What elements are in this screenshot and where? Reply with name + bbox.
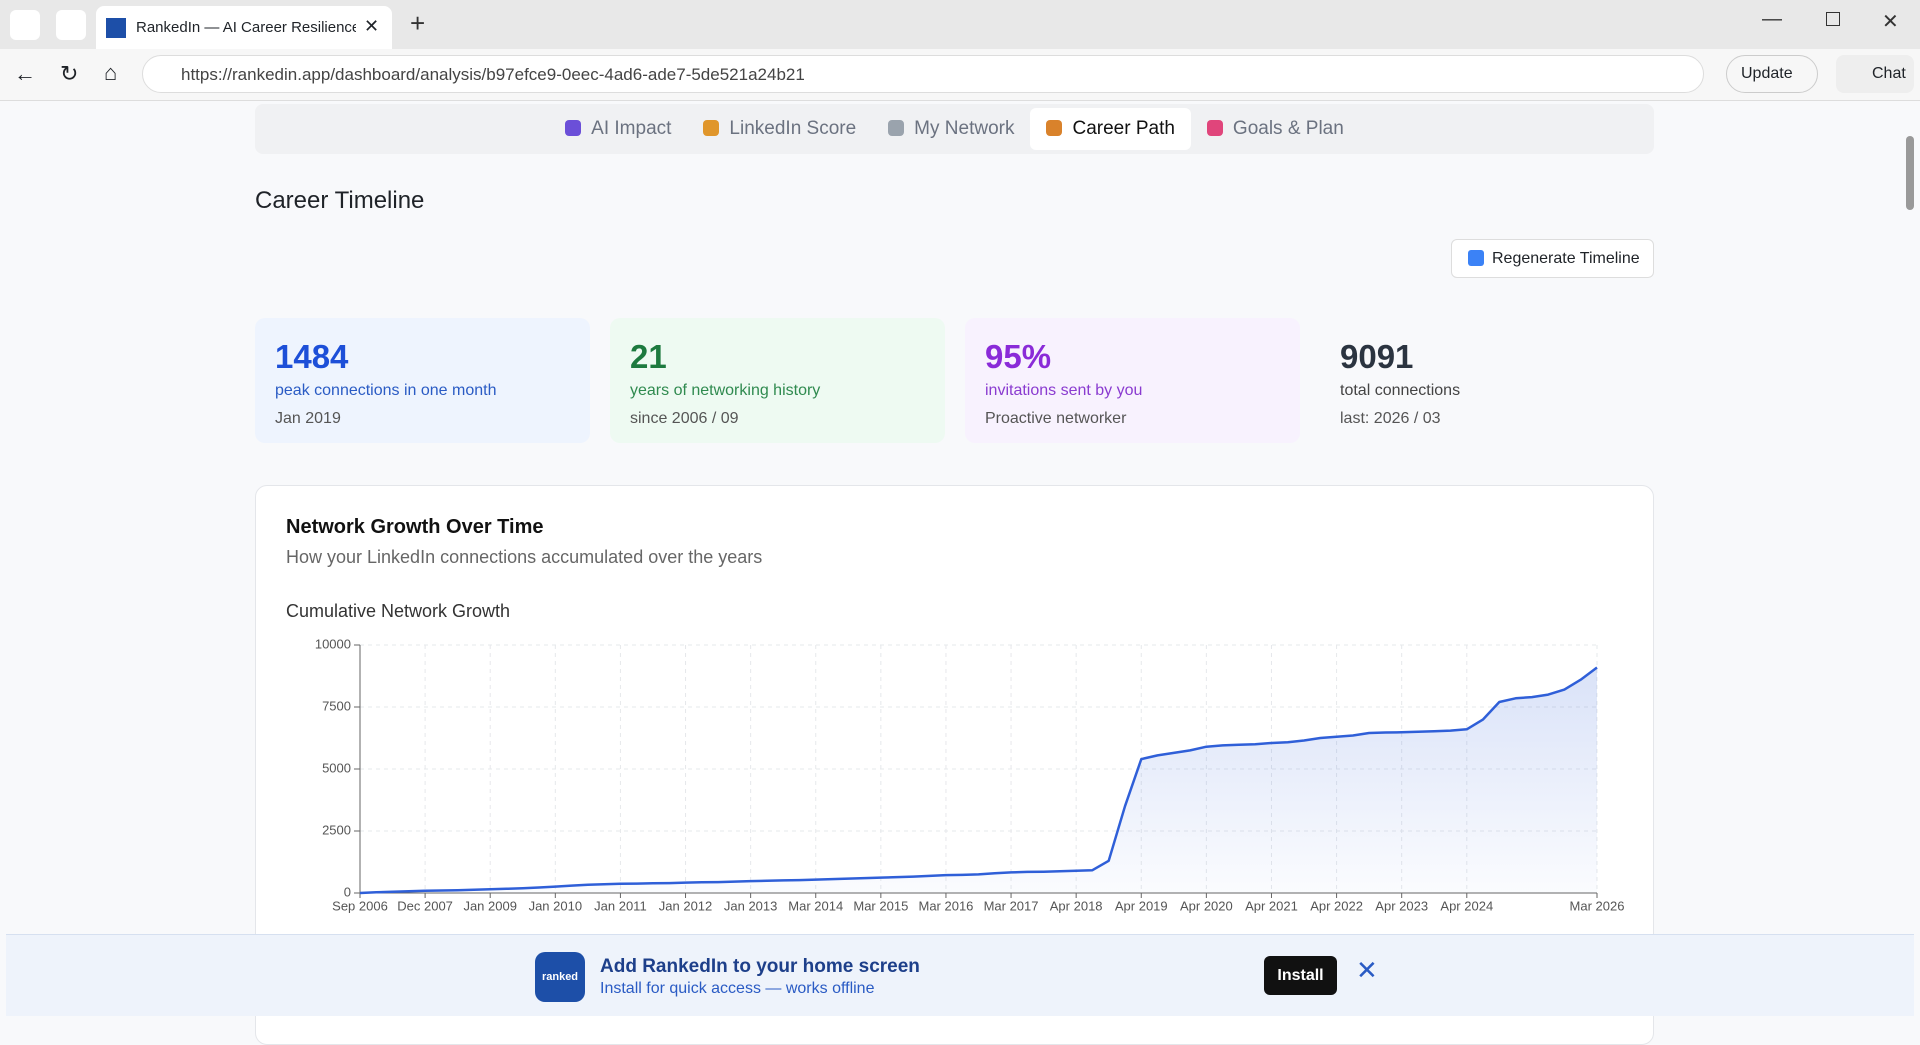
minimize[interactable]: — — [1762, 8, 1782, 30]
stat-card: 21 years of networking history since 2006 … — [610, 318, 945, 443]
y-tick-label: 10000 — [315, 636, 351, 651]
heading: Career Timeline — [255, 187, 425, 214]
regenerate-button[interactable]: Regenerate Timeline — [1451, 239, 1654, 278]
card-title: Network Growth Over Time — [286, 516, 544, 538]
stat-sub: Proactive networker — [985, 410, 1127, 427]
line — [359, 666, 1598, 895]
x-tick-label: Jan 2011 — [594, 898, 647, 913]
y-tick-label: 2500 — [322, 822, 351, 837]
reload[interactable]: ↻ — [60, 61, 79, 86]
nav-label: AI Impact — [591, 118, 672, 139]
x-tick-label: Mar 2026 — [1570, 898, 1625, 913]
nav-label: My Network — [914, 118, 1015, 139]
nav-tab[interactable]: Goals & Plan — [1191, 108, 1360, 150]
nav-tab[interactable]: LinkedIn Score — [687, 108, 872, 150]
nav-icon — [565, 120, 582, 136]
favicon — [106, 18, 126, 38]
active-tab[interactable]: RankedIn — AI Career Resilience S ✕ — [96, 6, 392, 49]
stat-label: total connections — [1340, 382, 1461, 399]
install-button[interactable]: Install — [1264, 956, 1337, 995]
x-tick-label: Dec 2007 — [397, 898, 453, 913]
x-tick-label: Jan 2010 — [529, 898, 583, 913]
stat-label: years of networking history — [630, 382, 821, 399]
maximize[interactable] — [1826, 12, 1840, 26]
x-tick-label: Jan 2013 — [724, 898, 778, 913]
stat-sub: last: 2026 / 03 — [1340, 410, 1441, 427]
area — [360, 667, 1597, 893]
nav-label: LinkedIn Score — [729, 118, 857, 139]
close-tab[interactable]: ✕ — [364, 16, 380, 36]
workspaces[interactable] — [56, 10, 86, 40]
y-tick-label: 5000 — [322, 760, 351, 775]
tab-menu[interactable] — [10, 10, 40, 40]
stat-value: 1484 — [275, 338, 349, 375]
regenerate-icon — [1468, 250, 1484, 266]
tab-bar: RankedIn — AI Career Resilience S ✕ + — … — [0, 0, 1920, 49]
x-tick-label: Mar 2017 — [984, 898, 1039, 913]
y-tick-label: 7500 — [322, 698, 351, 713]
x-tick-label: Apr 2020 — [1180, 898, 1233, 913]
home[interactable]: ⌂ — [104, 60, 118, 85]
url-field[interactable]: https://rankedin.app/dashboard/analysis/… — [142, 55, 1704, 93]
url: https://rankedin.app/dashboard/analysis/… — [181, 65, 805, 84]
nav-tab[interactable]: AI Impact — [549, 108, 687, 150]
stat-card: 9091 total connections last: 2026 / 03 — [1320, 318, 1655, 443]
stat-value: 21 — [630, 338, 667, 375]
x-tick-label: Apr 2021 — [1245, 898, 1298, 913]
banner-title: Add RankedIn to your home screen — [600, 956, 920, 977]
card-subtitle: How your LinkedIn connections accumulate… — [286, 547, 763, 567]
nav-tabs: AI Impact LinkedIn Score My Network Career … — [255, 104, 1654, 154]
chart: 0 2500 5000 7500 10000 Sep 2006 Dec 2007 Jan 20… — [315, 636, 1625, 913]
nav-icon — [888, 120, 905, 136]
x-tick-label: Apr 2018 — [1050, 898, 1103, 913]
x-tick-label: Sep 2006 — [332, 898, 388, 913]
install-banner: ranked Add RankedIn to your home screen … — [6, 934, 1914, 1016]
tab-title: RankedIn — AI Career Resilience S — [136, 19, 356, 36]
x-tick-label: Apr 2019 — [1115, 898, 1168, 913]
stat-sub: since 2006 / 09 — [630, 410, 739, 427]
nav-label: Career Path — [1072, 118, 1175, 139]
stat-value: 95% — [985, 338, 1052, 375]
x-tick-label: Apr 2022 — [1310, 898, 1363, 913]
nav-icon — [1046, 120, 1063, 136]
y-tick-label: 0 — [344, 884, 351, 899]
x-tick-label: Mar 2015 — [853, 898, 908, 913]
nav-label: Goals & Plan — [1232, 118, 1344, 139]
chart-title: Cumulative Network Growth — [286, 601, 511, 621]
new-tab[interactable]: + — [410, 8, 426, 38]
close-window[interactable]: ✕ — [1882, 11, 1899, 33]
nav-tab[interactable]: Career Path — [1030, 108, 1191, 150]
stat-label: peak connections in one month — [275, 382, 497, 399]
x-tick-label: Mar 2014 — [788, 898, 843, 913]
stat-card: 1484 peak connections in one month Jan 201… — [255, 318, 590, 443]
nav-icon — [1206, 120, 1223, 136]
x-tick-label: Jan 2009 — [463, 898, 517, 913]
x-tick-label: Apr 2023 — [1375, 898, 1428, 913]
scrollbar[interactable] — [1906, 136, 1914, 210]
x-tick-label: Apr 2024 — [1440, 898, 1493, 913]
chat-button[interactable]: Chat — [1836, 55, 1914, 93]
x-tick-label: Jan 2012 — [659, 898, 713, 913]
update-button[interactable]: Update — [1726, 55, 1818, 93]
app-logo: ranked — [535, 952, 585, 1002]
banner-subtitle: Install for quick access — works offline — [600, 980, 875, 997]
stat-sub: Jan 2019 — [275, 410, 341, 427]
stat-label: invitations sent by you — [985, 382, 1143, 399]
nav-icon — [703, 120, 720, 136]
nav-tab[interactable]: My Network — [872, 108, 1030, 150]
address-bar: ← ↻ ⌂ https://rankedin.app/dashboard/ana… — [0, 49, 1920, 101]
x-tick-label: Mar 2016 — [918, 898, 973, 913]
stat-card: 95% invitations sent by you Proactive netw… — [965, 318, 1300, 443]
banner-close[interactable]: ✕ — [1356, 955, 1378, 985]
back[interactable]: ← — [14, 61, 36, 86]
stat-value: 9091 — [1340, 338, 1414, 375]
